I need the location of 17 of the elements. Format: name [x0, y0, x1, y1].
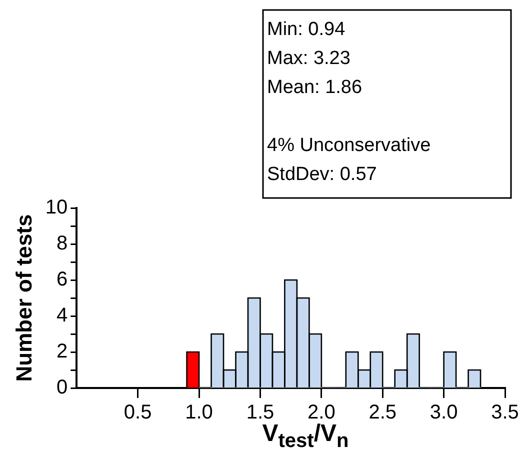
x-tick-label: 3.0: [430, 402, 458, 424]
x-tick-label: 1.0: [185, 402, 213, 424]
x-tick-label: 2.5: [368, 402, 397, 424]
y-tick-label: 2: [56, 340, 68, 363]
x-tick-label: 0.5: [124, 402, 152, 424]
text: Mean: 1.86: [267, 77, 362, 98]
text: Max: 3.23: [267, 48, 350, 69]
y-axis-title: Number of tests: [11, 214, 36, 382]
y-tick-label: 4: [56, 304, 68, 327]
text: StdDev: 0.57: [267, 164, 377, 185]
y-tick-label: 8: [56, 232, 68, 255]
y-tick-label: 0: [56, 376, 68, 399]
text: 4% Unconservative: [267, 135, 431, 156]
y-tick-label: 10: [45, 196, 68, 219]
y-tick-label: 6: [56, 268, 68, 291]
text: Min: 0.94: [267, 19, 346, 40]
x-tick-label: 3.5: [491, 402, 519, 424]
